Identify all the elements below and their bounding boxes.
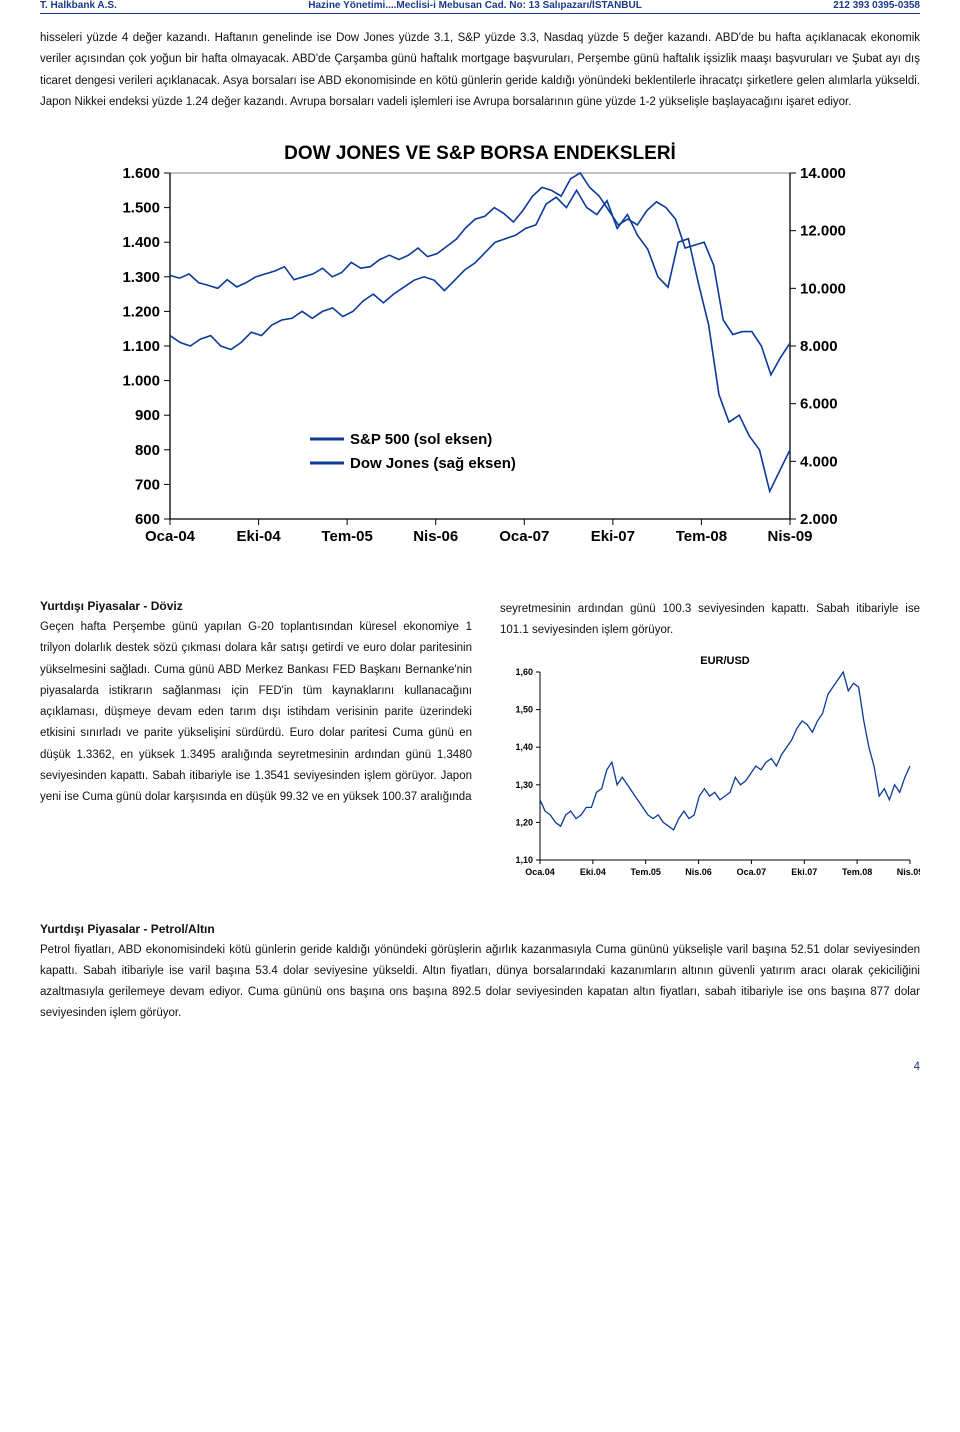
svg-text:Nis.09: Nis.09 bbox=[897, 867, 920, 877]
header-left: T. Halkbank A.S. bbox=[40, 0, 117, 11]
svg-text:4.000: 4.000 bbox=[800, 453, 838, 470]
svg-text:Nis.06: Nis.06 bbox=[685, 867, 712, 877]
svg-text:1,60: 1,60 bbox=[515, 667, 533, 677]
eurusd-chart: EUR/USD 1,60 1,50 1,40 1,30 1,20 1,10 Oca.04 Eki… bbox=[500, 652, 920, 882]
forex-section: Yurtdışı Piyasalar - Döviz Geçen hafta P… bbox=[40, 599, 920, 882]
petrol-gold-section-title: Yurtdışı Piyasalar - Petrol/Altın bbox=[40, 922, 920, 936]
svg-text:1.500: 1.500 bbox=[122, 200, 160, 217]
svg-text:1.000: 1.000 bbox=[122, 373, 160, 390]
svg-text:800: 800 bbox=[135, 442, 160, 459]
svg-text:Nis-09: Nis-09 bbox=[767, 528, 812, 545]
svg-text:DOW JONES VE S&P BORSA ENDEKSL: DOW JONES VE S&P BORSA ENDEKSLERİ bbox=[284, 143, 676, 164]
svg-text:S&P 500 (sol eksen): S&P 500 (sol eksen) bbox=[350, 431, 492, 448]
svg-text:700: 700 bbox=[135, 476, 160, 493]
svg-text:1,10: 1,10 bbox=[515, 855, 533, 865]
svg-text:2.000: 2.000 bbox=[800, 511, 838, 528]
svg-text:600: 600 bbox=[135, 511, 160, 528]
petrol-gold-paragraph: Petrol fiyatları, ABD ekonomisindeki köt… bbox=[40, 940, 920, 1025]
svg-text:900: 900 bbox=[135, 407, 160, 424]
svg-text:12.000: 12.000 bbox=[800, 223, 846, 240]
page-header: T. Halkbank A.S. Hazine Yönetimi....Mecl… bbox=[40, 0, 920, 14]
forex-left-paragraph: Geçen hafta Perşembe günü yapılan G-20 t… bbox=[40, 617, 472, 808]
svg-text:EUR/USD: EUR/USD bbox=[700, 655, 750, 667]
svg-text:6.000: 6.000 bbox=[800, 396, 838, 413]
svg-text:Tem-05: Tem-05 bbox=[321, 528, 372, 545]
svg-text:1.600: 1.600 bbox=[122, 165, 160, 182]
page-number: 4 bbox=[40, 1061, 920, 1073]
svg-text:Oca.07: Oca.07 bbox=[737, 867, 767, 877]
dow-jones-sp-chart: DOW JONES VE S&P BORSA ENDEKSLERİ 1.600 1.… bbox=[40, 141, 920, 551]
svg-text:Eki-04: Eki-04 bbox=[236, 528, 281, 545]
svg-text:Nis-06: Nis-06 bbox=[413, 528, 458, 545]
header-center: Hazine Yönetimi....Meclisi-i Mebusan Cad… bbox=[117, 0, 833, 11]
svg-text:Eki.07: Eki.07 bbox=[791, 867, 817, 877]
svg-text:14.000: 14.000 bbox=[800, 165, 846, 182]
svg-text:Oca-07: Oca-07 bbox=[499, 528, 549, 545]
svg-text:Eki-07: Eki-07 bbox=[591, 528, 635, 545]
svg-text:1.400: 1.400 bbox=[122, 234, 160, 251]
forex-section-title: Yurtdışı Piyasalar - Döviz bbox=[40, 599, 472, 613]
svg-text:Oca.04: Oca.04 bbox=[525, 867, 555, 877]
svg-text:Tem-08: Tem-08 bbox=[676, 528, 727, 545]
svg-text:1,20: 1,20 bbox=[515, 817, 533, 827]
svg-text:1.100: 1.100 bbox=[122, 338, 160, 355]
svg-text:1,50: 1,50 bbox=[515, 704, 533, 714]
svg-text:1,30: 1,30 bbox=[515, 779, 533, 789]
forex-right-paragraph: seyretmesinin ardından günü 100.3 seviye… bbox=[500, 599, 920, 642]
svg-text:Dow Jones (sağ eksen): Dow Jones (sağ eksen) bbox=[350, 455, 516, 472]
svg-text:Tem.05: Tem.05 bbox=[631, 867, 661, 877]
svg-text:Tem.08: Tem.08 bbox=[842, 867, 872, 877]
intro-paragraph: hisseleri yüzde 4 değer kazandı. Haftanı… bbox=[40, 28, 920, 113]
svg-text:1.300: 1.300 bbox=[122, 269, 160, 286]
svg-text:10.000: 10.000 bbox=[800, 280, 846, 297]
svg-text:1,40: 1,40 bbox=[515, 742, 533, 752]
svg-text:8.000: 8.000 bbox=[800, 338, 838, 355]
svg-text:Oca-04: Oca-04 bbox=[145, 528, 196, 545]
svg-text:1.200: 1.200 bbox=[122, 303, 160, 320]
svg-text:Eki.04: Eki.04 bbox=[580, 867, 606, 877]
header-right: 212 393 0395-0358 bbox=[833, 0, 920, 11]
